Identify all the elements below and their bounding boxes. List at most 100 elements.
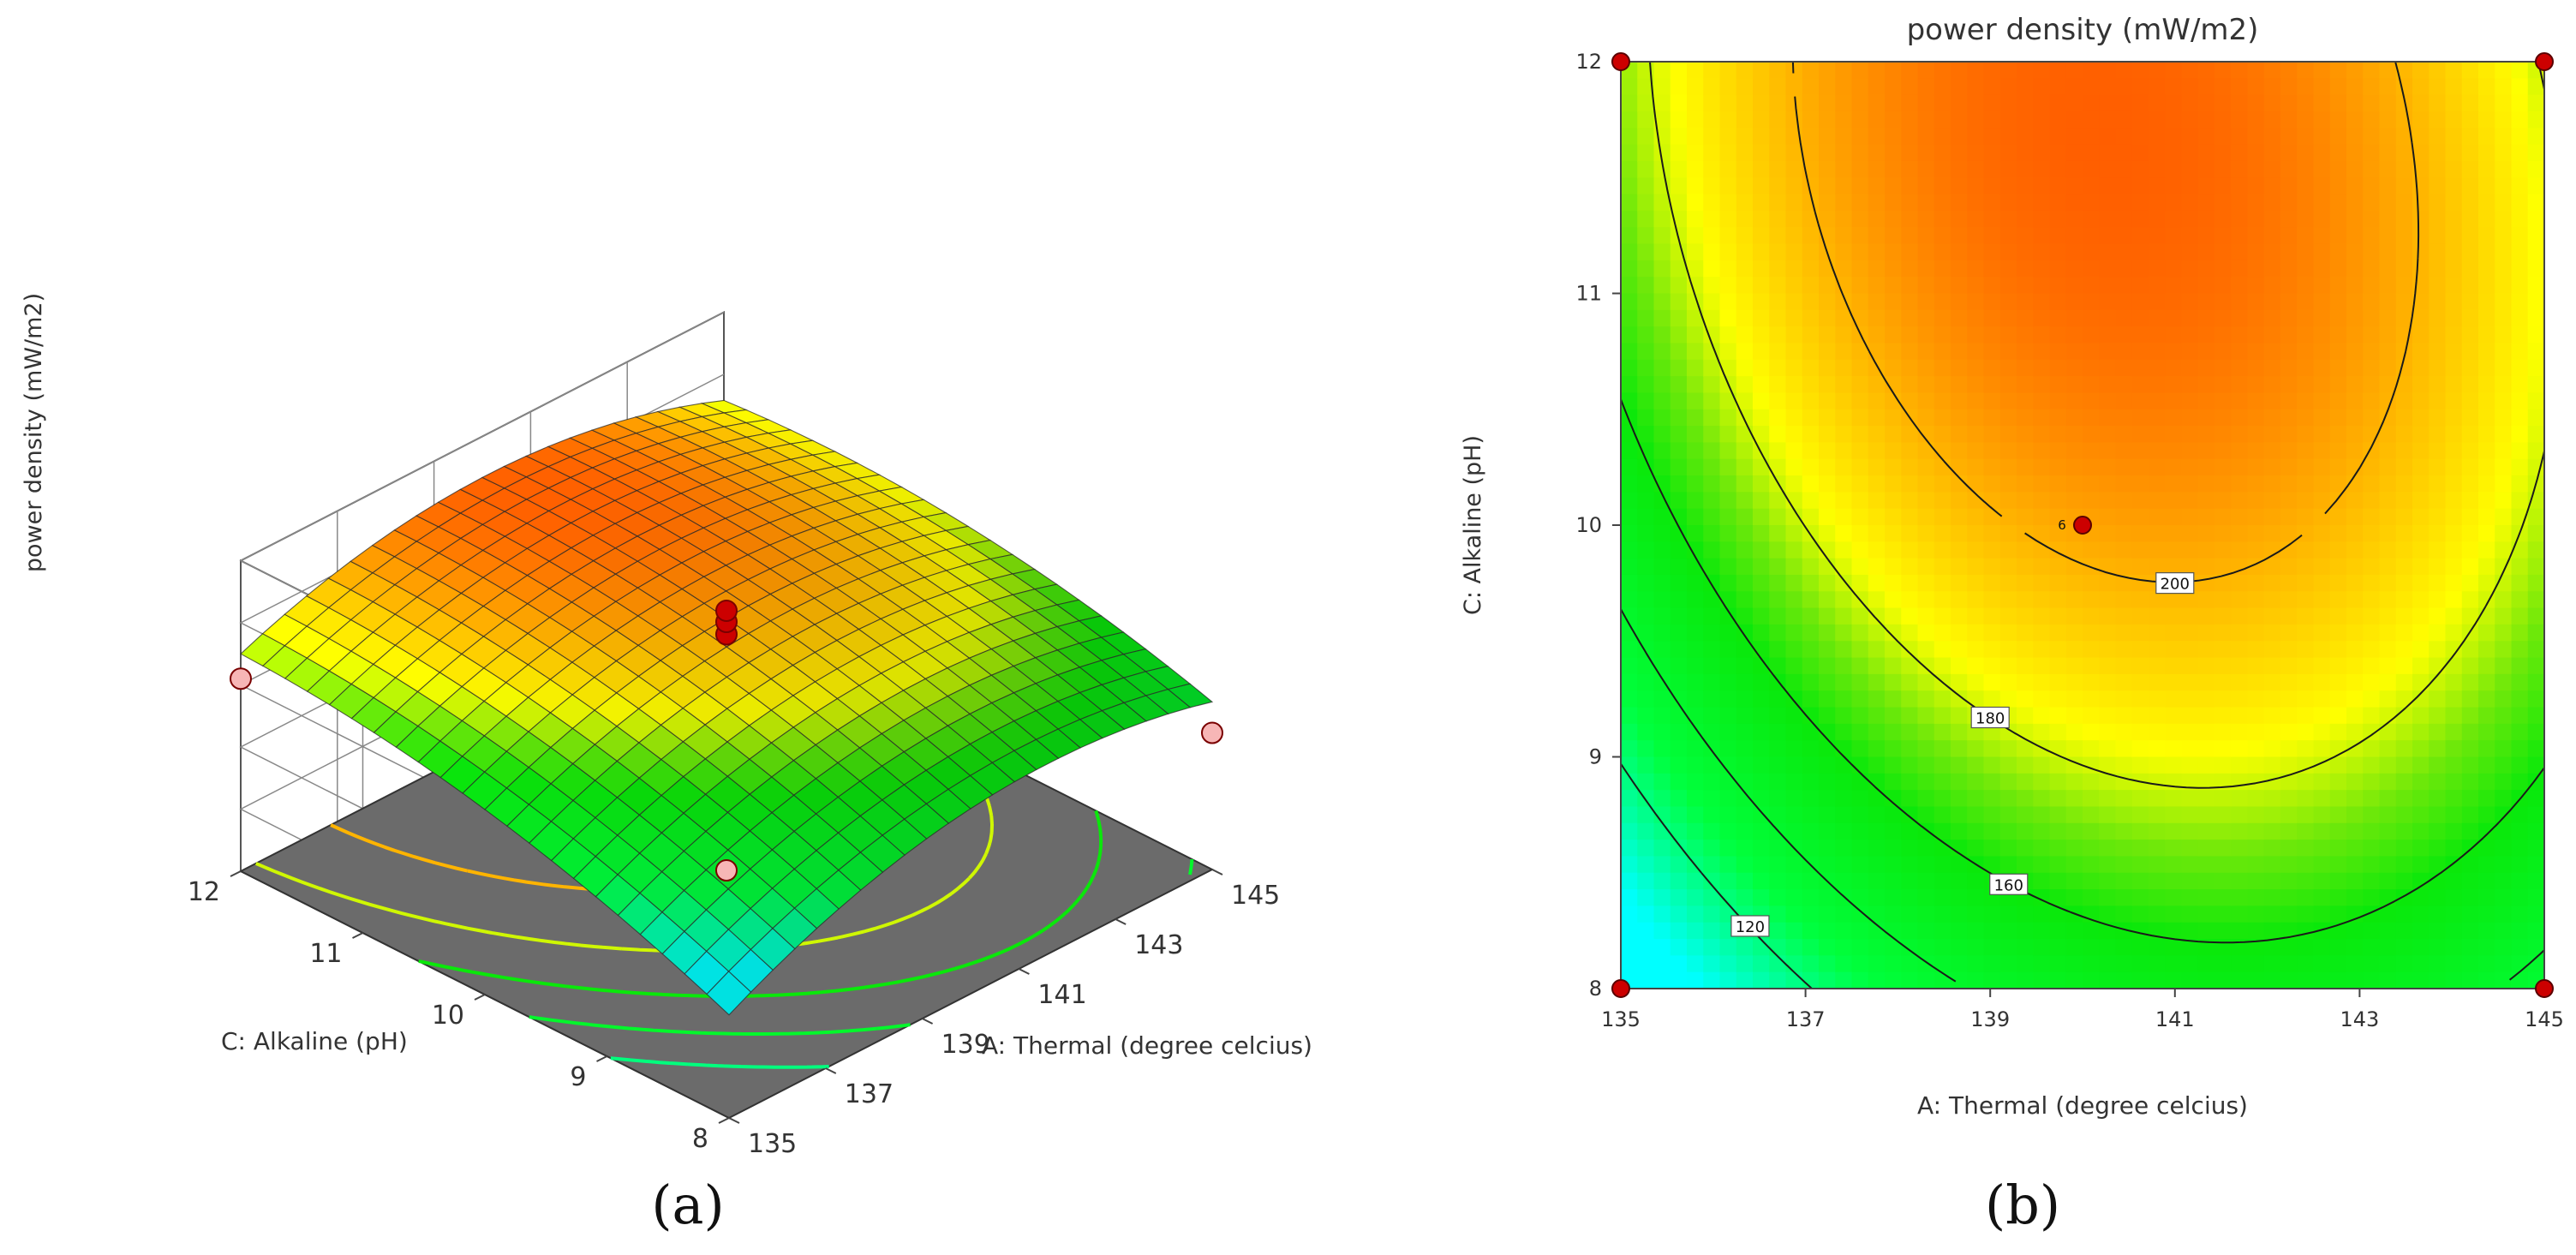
heat-cell	[1835, 475, 1853, 493]
heat-cell	[2065, 343, 2083, 361]
heat-cell	[1670, 62, 1688, 80]
heat-cell	[2083, 806, 2101, 824]
heat-cell	[2231, 541, 2249, 559]
heat-cell	[1637, 243, 1655, 261]
heat-cell	[2231, 856, 2249, 874]
heat-cell	[1835, 574, 1853, 593]
heat-cell	[1637, 607, 1655, 625]
heat-cell	[2379, 806, 2397, 824]
heat-cell	[2395, 607, 2413, 625]
heat-cell	[1785, 707, 1803, 725]
heat-cell	[2247, 607, 2265, 625]
heat-cell	[2149, 822, 2167, 840]
heat-cell	[2033, 574, 2051, 593]
heat-cell	[1901, 160, 1919, 179]
heat-cell	[2429, 971, 2447, 989]
heat-cell	[1670, 723, 1688, 741]
heat-cell	[2395, 525, 2413, 543]
heat-cell	[1999, 624, 2017, 642]
heat-cell	[2495, 707, 2513, 725]
heat-cell	[2115, 177, 2133, 195]
heat-cell	[1901, 657, 1919, 675]
heat-cell	[2478, 574, 2496, 593]
heat-cell	[2429, 872, 2447, 890]
heat-cell	[2115, 442, 2133, 460]
heat-cell	[2231, 160, 2249, 179]
heat-cell	[1999, 492, 2017, 510]
heat-cell	[2329, 756, 2347, 774]
heat-cell	[1736, 78, 1754, 96]
heat-cell	[2181, 177, 2199, 195]
heat-cell	[2263, 277, 2281, 295]
heat-cell	[2099, 607, 2117, 625]
heat-cell	[1851, 905, 1869, 923]
heat-cell	[1967, 243, 1985, 261]
heat-cell	[1851, 889, 1869, 907]
heat-cell	[1835, 111, 1853, 129]
heat-cell	[1901, 773, 1919, 791]
heat-cell	[2197, 144, 2215, 162]
heat-cell	[1703, 376, 1721, 394]
heat-cell	[2297, 723, 2315, 741]
heat-cell	[2395, 492, 2413, 510]
heat-cell	[1687, 756, 1705, 774]
surface-mesh	[240, 399, 1214, 1016]
heat-cell	[2527, 525, 2544, 543]
heat-cell	[2412, 293, 2430, 311]
heat-cell	[1835, 177, 1853, 195]
heat-cell	[2149, 343, 2167, 361]
heat-cell	[2429, 343, 2447, 361]
heat-cell	[2363, 128, 2381, 146]
heat-cell	[2527, 607, 2544, 625]
heat-cell	[2280, 492, 2298, 510]
heat-cell	[1851, 806, 1869, 824]
heat-cell	[2181, 326, 2199, 344]
heat-cell	[2049, 160, 2067, 179]
heat-cell	[2165, 277, 2183, 295]
heat-cell	[2280, 128, 2298, 146]
heat-cell	[2065, 707, 2083, 725]
heat-cell	[2313, 922, 2331, 940]
heat-cell	[2297, 905, 2315, 923]
heat-cell	[1851, 177, 1869, 195]
heat-cell	[2329, 707, 2347, 725]
heat-cell	[1917, 458, 1935, 476]
heat-cell	[1785, 160, 1803, 179]
heat-cell	[1967, 822, 1985, 840]
heat-cell	[2461, 277, 2479, 295]
heat-cell	[1835, 922, 1853, 940]
heat-cell	[2115, 574, 2133, 593]
heat-cell	[2297, 657, 2315, 675]
heat-cell	[1951, 971, 1969, 989]
heat-cell	[2099, 442, 2117, 460]
heat-cell	[2115, 971, 2133, 989]
heat-cell	[2131, 574, 2149, 593]
heat-cell	[2049, 442, 2067, 460]
heat-cell	[1868, 326, 1886, 344]
heat-cell	[2131, 492, 2149, 510]
heat-cell	[2049, 458, 2067, 476]
heat-cell	[2181, 409, 2199, 427]
heat-cell	[2197, 326, 2215, 344]
heat-cell	[2297, 359, 2315, 377]
heat-cell	[1769, 128, 1787, 146]
heat-cell	[2099, 955, 2117, 973]
heat-cell	[2065, 971, 2083, 989]
heat-cell	[2461, 641, 2479, 659]
heat-cell	[2049, 210, 2067, 229]
heat-cell	[1621, 657, 1639, 675]
heat-cell	[2017, 690, 2035, 708]
heat-cell	[2099, 971, 2117, 989]
heat-cell	[1785, 227, 1803, 245]
heat-cell	[2297, 144, 2315, 162]
heat-cell	[2131, 94, 2149, 112]
heat-cell	[1670, 971, 1688, 989]
heat-cell	[1719, 426, 1737, 444]
heat-cell	[2461, 458, 2479, 476]
heat-cell	[1785, 806, 1803, 824]
heat-cell	[1719, 78, 1737, 96]
heat-cell	[1670, 840, 1688, 858]
heat-cell	[2165, 541, 2183, 559]
heat-cell	[2329, 790, 2347, 808]
heat-cell	[2445, 591, 2463, 609]
